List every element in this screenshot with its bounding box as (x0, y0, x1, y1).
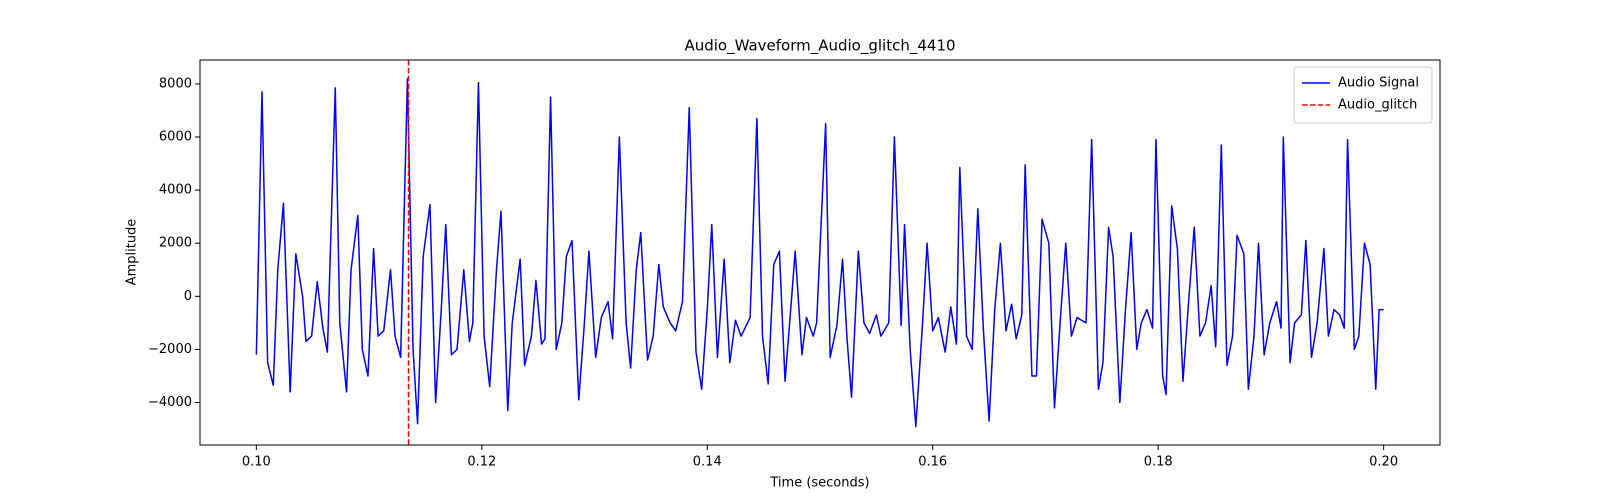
legend-label: Audio Signal (1338, 76, 1419, 91)
x-tick-label: 0.14 (693, 455, 722, 470)
x-tick-label: 0.20 (1369, 455, 1398, 470)
y-tick-label: 8000 (159, 76, 192, 91)
y-tick-label: 6000 (159, 130, 192, 145)
x-tick-label: 0.18 (1144, 455, 1173, 470)
x-tick-label: 0.16 (918, 455, 947, 470)
legend-box (1293, 66, 1433, 124)
line-series (255, 77, 1384, 428)
x-tick-label: 0.12 (467, 455, 496, 470)
y-tick-label: −4000 (148, 395, 192, 410)
x-axis-label: Time (seconds) (769, 476, 869, 491)
y-tick-label: 0 (184, 289, 192, 304)
chart-title: Audio_Waveform_Audio_glitch_4410 (684, 37, 955, 56)
legend-label: Audio_glitch (1338, 98, 1417, 113)
y-axis-label: Amplitude (125, 219, 140, 286)
y-tick-label: −2000 (148, 342, 192, 357)
y-tick-label: 2000 (159, 236, 192, 251)
x-tick-label: 0.10 (242, 455, 271, 470)
plot-frame (199, 59, 1441, 446)
y-tick-label: 4000 (159, 183, 192, 198)
